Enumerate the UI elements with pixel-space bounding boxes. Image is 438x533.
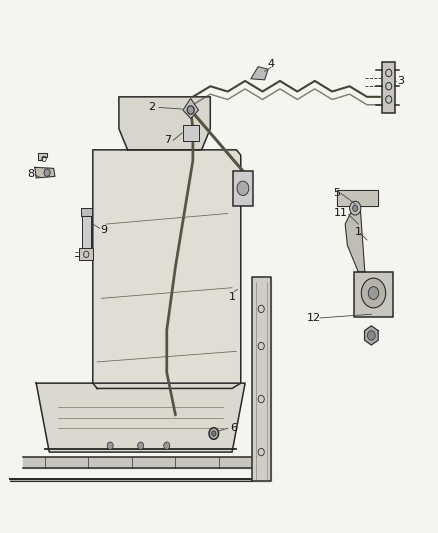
Polygon shape	[183, 99, 198, 118]
Bar	[233, 171, 253, 206]
Circle shape	[353, 205, 358, 212]
Text: 2: 2	[148, 102, 155, 112]
Circle shape	[44, 169, 50, 176]
Text: 6: 6	[231, 423, 238, 433]
Polygon shape	[252, 277, 271, 481]
Polygon shape	[93, 150, 241, 389]
Circle shape	[209, 427, 219, 439]
Text: 3: 3	[397, 76, 404, 86]
Circle shape	[237, 181, 249, 196]
Bar	[81, 208, 92, 216]
Circle shape	[187, 106, 194, 114]
Text: 9: 9	[101, 225, 108, 236]
Circle shape	[212, 431, 216, 436]
Text: 11: 11	[334, 208, 348, 219]
Circle shape	[350, 201, 361, 215]
Bar	[82, 211, 91, 251]
Bar	[79, 248, 93, 260]
Polygon shape	[251, 67, 268, 80]
Circle shape	[368, 287, 379, 300]
Text: 7: 7	[164, 135, 171, 146]
Circle shape	[164, 442, 170, 449]
Polygon shape	[10, 479, 271, 481]
Polygon shape	[35, 167, 55, 178]
Circle shape	[138, 442, 144, 449]
Text: 1: 1	[355, 227, 362, 237]
Text: 5: 5	[333, 188, 340, 198]
Text: 12: 12	[307, 313, 321, 323]
Bar	[183, 125, 198, 141]
Circle shape	[367, 330, 375, 340]
Bar	[354, 272, 393, 317]
Polygon shape	[39, 152, 47, 160]
Polygon shape	[364, 326, 378, 345]
Polygon shape	[345, 211, 365, 272]
Polygon shape	[36, 383, 245, 452]
Polygon shape	[336, 190, 378, 206]
Polygon shape	[119, 97, 210, 150]
Text: 1: 1	[229, 292, 236, 302]
Bar	[382, 62, 395, 113]
Circle shape	[361, 278, 386, 308]
Polygon shape	[23, 457, 262, 468]
Circle shape	[107, 442, 113, 449]
Text: 4: 4	[268, 59, 275, 69]
Text: 8: 8	[28, 169, 35, 179]
